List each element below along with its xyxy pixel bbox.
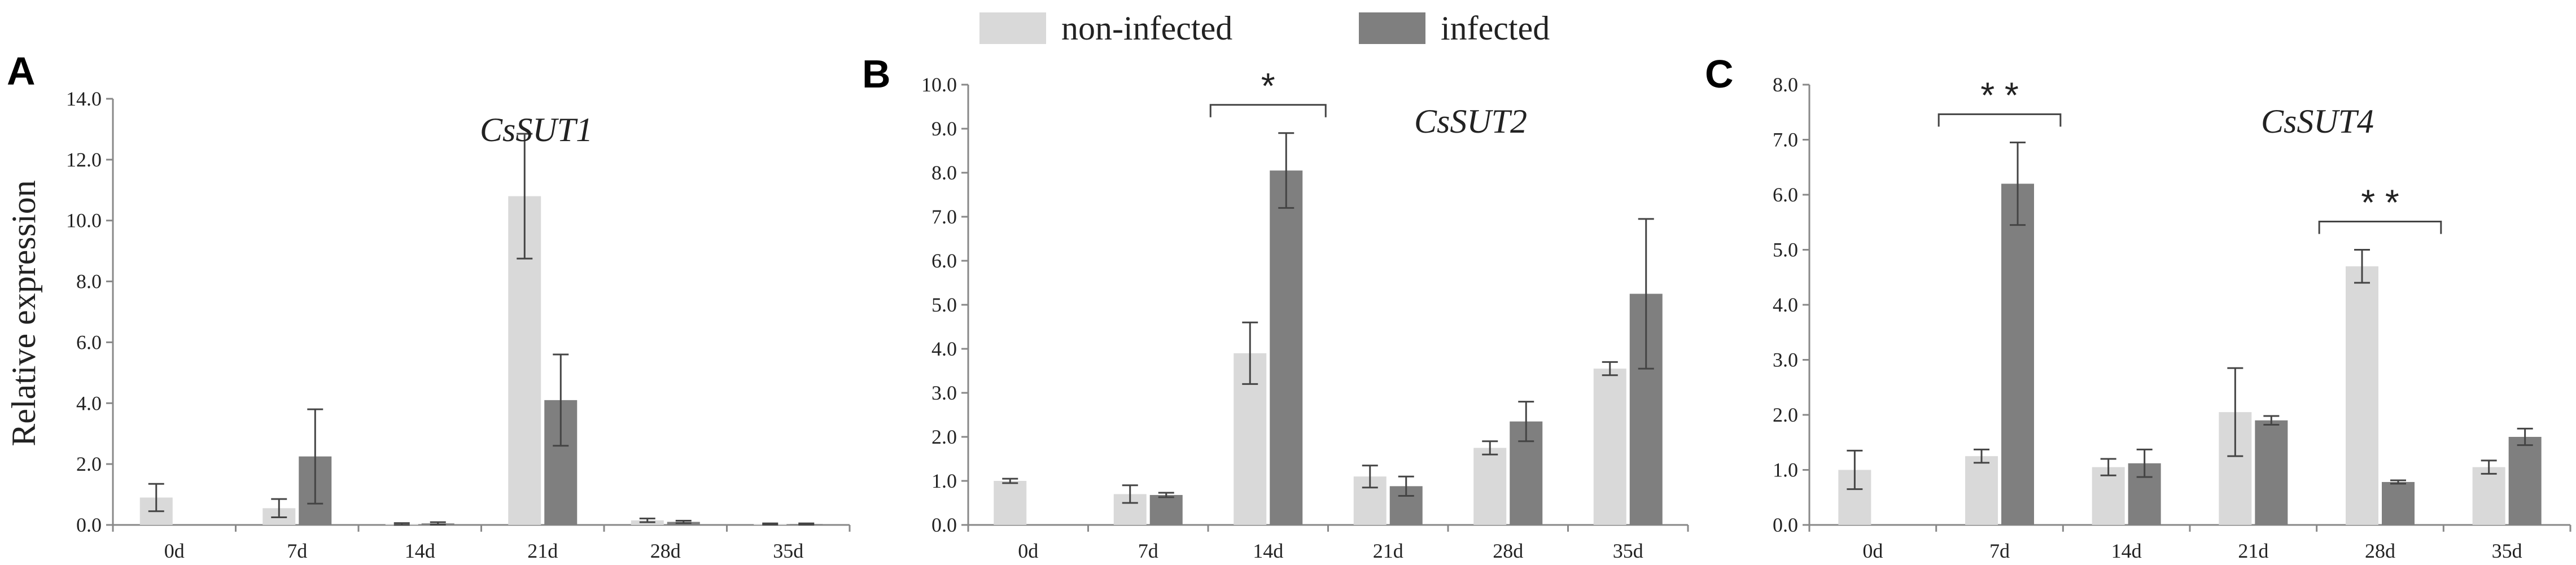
y-tick-label: 3.0 — [1773, 349, 1798, 371]
y-tick-label: 8.0 — [76, 270, 102, 293]
y-tick-label: 0.0 — [76, 514, 102, 536]
panel-letter-a: A — [7, 49, 36, 93]
x-tick-label: 7d — [287, 540, 307, 562]
y-axis-label: Relative expression — [5, 180, 42, 446]
panel-c-chart: 0.0 1.0 2.0 3.0 4.0 5.0 6.0 7.0 8.0 0d 7d 14d 21d 28d… — [1773, 73, 2571, 562]
x-tick-label: 14d — [405, 540, 435, 562]
y-tick-label: 4.0 — [1773, 294, 1798, 316]
bar-infected-7d — [2001, 183, 2034, 525]
significance-bracket — [1209, 104, 1327, 117]
x-tick-label: 35d — [1613, 540, 1643, 562]
y-tick-label: 2.0 — [76, 453, 102, 475]
x-tick-label: 35d — [773, 540, 803, 562]
x-tick-label: 35d — [2492, 540, 2522, 562]
y-tick-label: 8.0 — [931, 161, 957, 184]
x-tick-label: 0d — [1018, 540, 1038, 562]
x-tick-label: 28d — [2365, 540, 2395, 562]
x-tick-label: 14d — [1253, 540, 1283, 562]
y-tick-label: 9.0 — [931, 117, 957, 140]
y-tick-label: 4.0 — [931, 338, 957, 360]
bar-non-infected-28d — [1473, 448, 1507, 525]
y-tick-label: 3.0 — [931, 382, 957, 404]
y-tick-label: 5.0 — [931, 294, 957, 316]
y-tick-label: 7.0 — [1773, 129, 1798, 151]
y-tick-label: 7.0 — [931, 205, 957, 228]
significance-label: * * — [2361, 182, 2399, 223]
significance-label: * * — [1980, 75, 2019, 115]
bar-infected-28d — [2382, 481, 2415, 525]
y-tick-label: 2.0 — [1773, 404, 1798, 426]
x-tick-label: 0d — [164, 540, 185, 562]
legend-swatch-infected — [1359, 12, 1425, 44]
bar-infected-14d — [1270, 170, 1303, 525]
y-tick-label: 6.0 — [76, 331, 102, 353]
y-tick-label: 0.0 — [931, 514, 957, 536]
legend-label-non-infected: non-infected — [1061, 10, 1232, 47]
y-tick-label: 1.0 — [931, 470, 957, 492]
y-tick-label: 6.0 — [1773, 183, 1798, 206]
x-tick-label: 21d — [527, 540, 558, 562]
y-tick-label: 5.0 — [1773, 239, 1798, 261]
y-tick-label: 12.0 — [66, 148, 102, 171]
bar-non-infected-28d — [2346, 266, 2378, 525]
gene-title: CsSUT2 — [1414, 103, 1527, 140]
y-tick-label: 2.0 — [931, 426, 957, 448]
panel-letter-c: C — [1705, 52, 1734, 96]
x-tick-label: 7d — [1989, 540, 2010, 562]
x-tick-label: 21d — [1373, 540, 1403, 562]
panel-b-chart: 0.0 1.0 2.0 3.0 4.0 5.0 6.0 7.0 8.0 9.0 10.0 0d 7d 14… — [921, 65, 1689, 562]
y-tick-label: 10.0 — [66, 209, 102, 232]
significance-label: * — [1261, 65, 1275, 106]
panel-a-chart: 0.0 2.0 4.0 6.0 8.0 10.0 12.0 14.0 0d 7d 14d 21d 28d… — [66, 87, 851, 562]
bar-infected-21d — [2255, 420, 2288, 525]
x-tick-label: 28d — [1493, 540, 1523, 562]
y-tick-label: 1.0 — [1773, 459, 1798, 481]
bar-non-infected-35d — [2472, 467, 2505, 525]
legend: non-infected infected — [979, 10, 1550, 47]
x-tick-label: 14d — [2111, 540, 2142, 562]
x-tick-label: 21d — [2238, 540, 2268, 562]
x-tick-label: 0d — [1862, 540, 1883, 562]
x-tick-label: 28d — [650, 540, 681, 562]
bar-non-infected-14d — [2092, 467, 2125, 525]
bar-non-infected-7d — [1965, 456, 1998, 525]
bar-non-infected-35d — [1593, 369, 1626, 525]
significance-bracket — [1938, 113, 2062, 127]
y-tick-label: 14.0 — [66, 87, 102, 110]
legend-label-infected: infected — [1441, 10, 1550, 47]
y-tick-label: 10.0 — [921, 73, 957, 96]
y-tick-label: 6.0 — [931, 249, 957, 272]
panel-letter-b: B — [862, 52, 891, 96]
y-tick-label: 8.0 — [1773, 73, 1798, 96]
y-tick-label: 4.0 — [76, 392, 102, 414]
legend-swatch-non-infected — [979, 12, 1046, 44]
bar-infected-35d — [2508, 437, 2542, 525]
significance-bracket — [2318, 221, 2442, 234]
gene-title: CsSUT1 — [480, 111, 593, 148]
bar-non-infected-0d — [994, 481, 1027, 525]
gene-title: CsSUT4 — [2261, 103, 2374, 140]
x-tick-label: 7d — [1138, 540, 1158, 562]
bar-infected-7d — [1149, 494, 1183, 525]
y-tick-label: 0.0 — [1773, 514, 1798, 536]
